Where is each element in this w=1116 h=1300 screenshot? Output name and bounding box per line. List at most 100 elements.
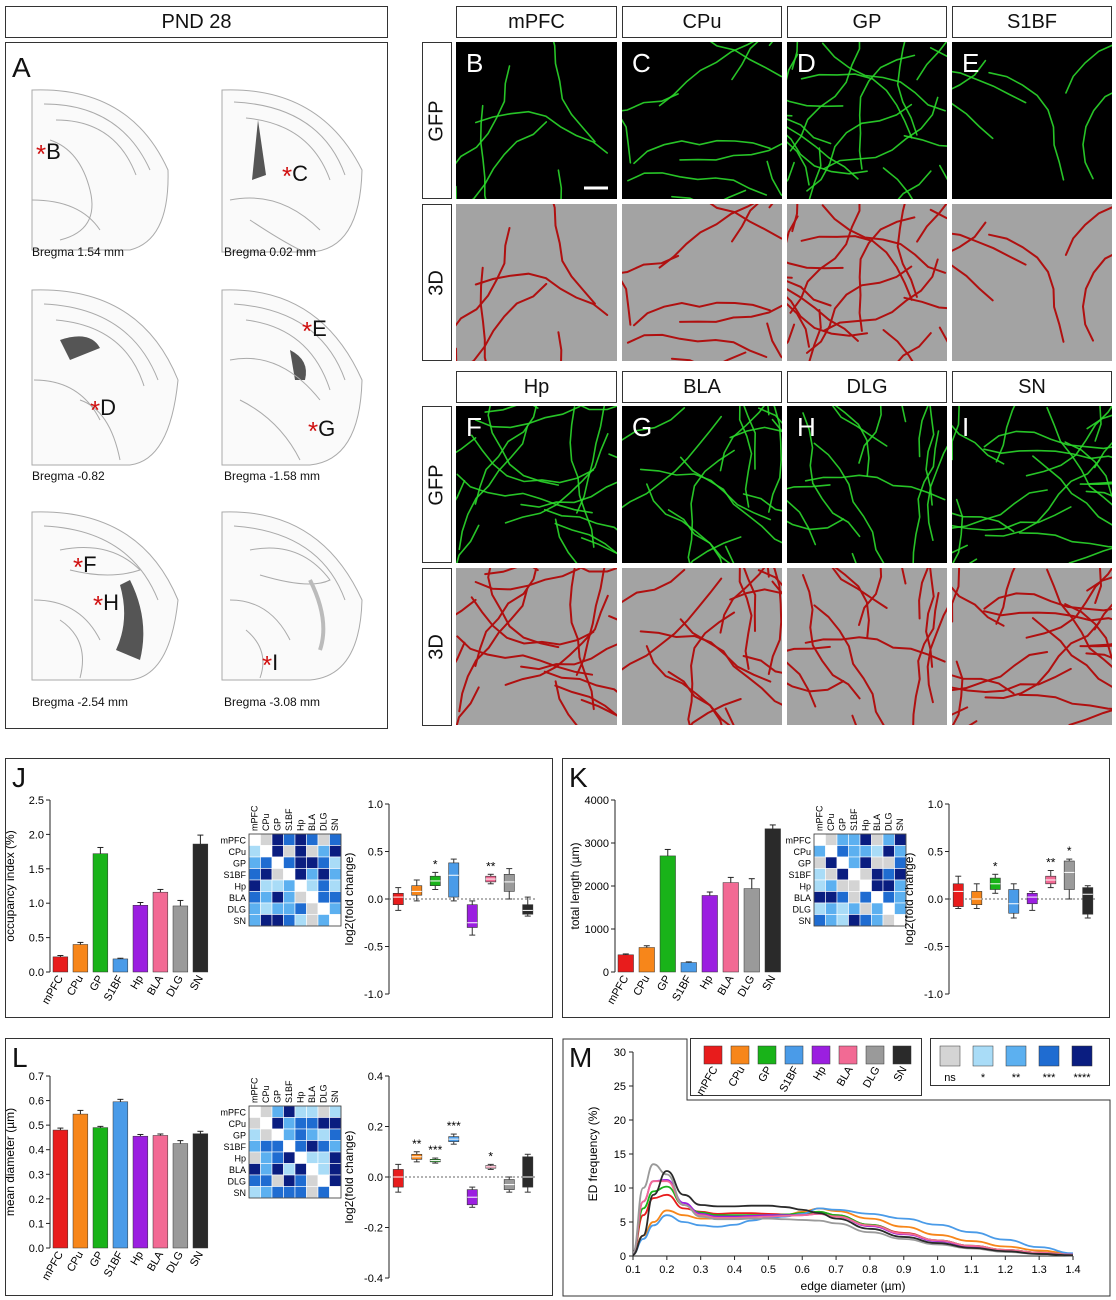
bar-s1bf (112, 958, 129, 973)
y-axis-label: ED frequency (%) (586, 1107, 600, 1202)
region-header-bla: BLA (622, 371, 782, 403)
heatmap-cell (248, 1140, 261, 1153)
heatmap-cell (306, 914, 319, 927)
y-tick-label: 0.0 (368, 1172, 383, 1184)
x-tick-label: 0.6 (795, 1264, 810, 1276)
heatmap-cell (294, 856, 307, 869)
heatmap-cell (271, 1174, 284, 1187)
heatmap-cell (283, 1186, 296, 1199)
bar-mpfc (52, 1129, 69, 1249)
gfp-image-gp: D (787, 42, 947, 199)
heatmap-cell (836, 856, 849, 869)
heatmap-cell (317, 1140, 330, 1153)
legend-sig-label: ** (1012, 1072, 1021, 1084)
heatmap-cell (294, 891, 307, 904)
heatmap-col-label: BLA (307, 1086, 317, 1103)
y-tick-label: 20 (614, 1115, 626, 1127)
y-tick-label: 0.7 (29, 1071, 44, 1083)
marker-d: *D (90, 395, 117, 425)
heatmap-cell (283, 902, 296, 915)
box-hp (466, 904, 478, 928)
significance-stars: * (433, 857, 438, 871)
heatmap-cell (271, 1128, 284, 1141)
panel-k-letter: K (569, 762, 588, 793)
heatmap-cell (882, 856, 895, 869)
heatmap-cell (317, 1105, 330, 1118)
heatmap-cell (813, 845, 826, 858)
box-cpu (411, 885, 423, 896)
heatmap-col-label: mPFC (250, 805, 260, 831)
heatmap-cell (813, 856, 826, 869)
x-tick-label: 0.7 (828, 1264, 843, 1276)
x-tick-label: 0.5 (761, 1264, 776, 1276)
heatmap-cell (329, 879, 342, 892)
heatmap-col-label: Hp (861, 819, 871, 831)
x-tick-label: 0.3 (693, 1264, 708, 1276)
reconstruction-image-hp (456, 568, 617, 725)
legend-sig-swatch (1005, 1045, 1027, 1067)
x-tick-label: GP (88, 1250, 106, 1270)
heatmap-cell (283, 1151, 296, 1164)
heatmap-cell (294, 868, 307, 881)
y-tick-label: 0 (603, 967, 609, 979)
heatmap-row-label: SN (798, 916, 811, 926)
bar-hp (701, 895, 718, 973)
x-tick-label: 0.4 (727, 1264, 742, 1276)
heatmap-cell (283, 868, 296, 881)
heatmap-cell (260, 1174, 273, 1187)
heatmap-cell (283, 845, 296, 858)
heatmap-cell (271, 868, 284, 881)
heatmap-row-label: CPu (793, 847, 811, 857)
bar-gp (92, 1127, 109, 1249)
heatmap-cell (283, 833, 296, 846)
heatmap-cell (871, 902, 884, 915)
heatmap-col-label: SN (330, 818, 340, 831)
legend-sig-swatch (1038, 1045, 1060, 1067)
heatmap-cell (871, 868, 884, 881)
y-tick-label: 0.3 (29, 1169, 44, 1181)
heatmap-border (248, 833, 342, 927)
heatmap-cell (836, 891, 849, 904)
marker-h: *H (93, 590, 120, 620)
heatmap-col-label: CPu (261, 1085, 271, 1103)
box-hp (1026, 893, 1038, 905)
panel-letter-b: B (466, 48, 484, 78)
heatmap-row-label: SN (233, 1188, 246, 1198)
heatmap-cell (813, 868, 826, 881)
atlas-section-6 (221, 511, 363, 681)
legend-sig-label: ns (944, 1072, 956, 1084)
heatmap-cell (836, 902, 849, 915)
heatmap-cell (882, 845, 895, 858)
heatmap-cell (294, 1163, 307, 1176)
heatmap-cell (329, 1117, 342, 1130)
heatmap-cell (260, 868, 273, 881)
x-tick-label: BLA (145, 973, 166, 998)
heatmap-cell (283, 914, 296, 927)
heatmap-cell (859, 879, 872, 892)
y-tick-label: 0.0 (29, 1243, 44, 1255)
heatmap-col-label: Hp (296, 819, 306, 831)
heatmap-cell (271, 845, 284, 858)
y-tick-label: -0.5 (924, 942, 943, 954)
heatmap-cell (260, 856, 273, 869)
x-tick-label: DLG (164, 1250, 186, 1276)
region-header-sn: SN (952, 371, 1112, 403)
y-axis-label: log2(fold change) (345, 1131, 356, 1224)
heatmap-row-label: Hp (234, 1154, 246, 1164)
region-header-hp: Hp (456, 371, 617, 403)
heatmap-cell (859, 845, 872, 858)
significance-stars: * (1067, 844, 1072, 858)
heatmap-cell (317, 1163, 330, 1176)
heatmap-cell (283, 1140, 296, 1153)
gfp-image-cpu: C (622, 42, 782, 199)
bar-dlg (743, 888, 760, 973)
x-tick-label: DLG (164, 974, 186, 1000)
legend-swatch-s1bf (784, 1045, 804, 1065)
heatmap-cell (271, 1105, 284, 1118)
series-line-dlg (632, 1163, 1074, 1257)
heatmap-cell (859, 868, 872, 881)
heatmap-cell (271, 833, 284, 846)
heatmap-cell (294, 1174, 307, 1187)
